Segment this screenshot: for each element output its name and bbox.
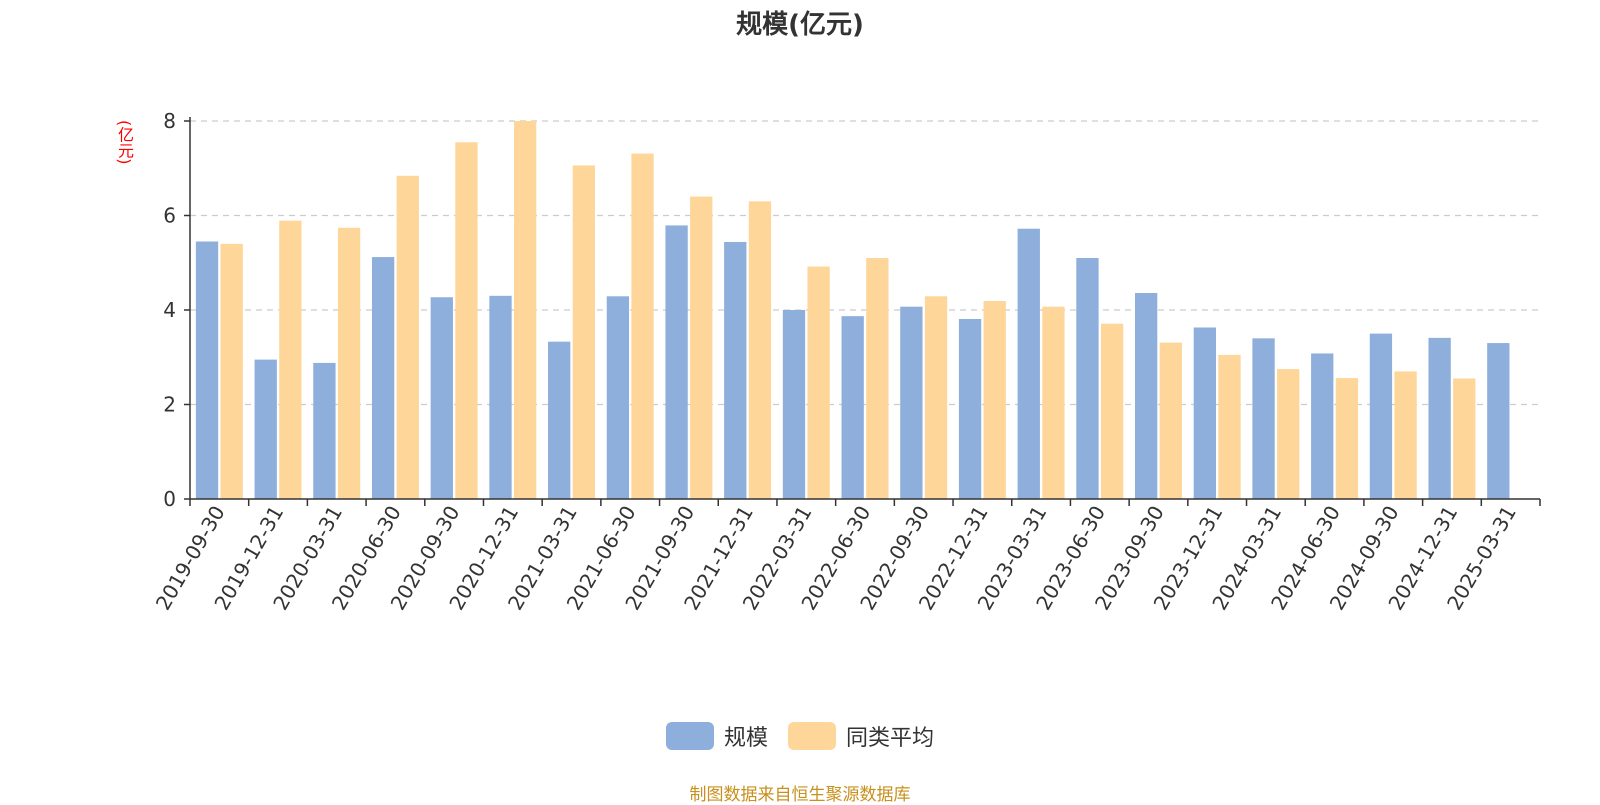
source-note: 制图数据来自恒生聚源数据库 xyxy=(689,785,911,805)
bar-peer-average[interactable] xyxy=(1218,354,1241,499)
bar-scale[interactable] xyxy=(841,316,864,499)
bar-scale[interactable] xyxy=(1017,228,1040,500)
y-tick-label: 4 xyxy=(163,298,176,322)
bar-peer-average[interactable] xyxy=(1394,371,1417,499)
chart-title: 规模(亿元) xyxy=(736,10,864,40)
y-axis-unit-label: (亿元) xyxy=(115,120,134,165)
bar-scale[interactable] xyxy=(1369,333,1393,499)
bar-peer-average[interactable] xyxy=(279,220,302,499)
bar-peer-average[interactable] xyxy=(1159,342,1182,499)
bar-scale[interactable] xyxy=(430,297,453,499)
bar-scale[interactable] xyxy=(665,225,688,500)
bars xyxy=(195,121,1510,500)
bar-scale[interactable] xyxy=(1135,292,1158,499)
bar-scale[interactable] xyxy=(313,362,336,499)
bar-scale[interactable] xyxy=(548,341,571,499)
legend-swatch-scale xyxy=(665,722,714,750)
y-tick-labels: 0 2 4 6 8 xyxy=(163,109,176,511)
bar-peer-average[interactable] xyxy=(748,201,772,499)
legend-label-peer-average: 同类平均 xyxy=(846,726,935,751)
bar-peer-average[interactable] xyxy=(1277,369,1300,499)
bar-peer-average[interactable] xyxy=(572,165,595,500)
bar-peer-average[interactable] xyxy=(1453,378,1476,499)
bar-peer-average[interactable] xyxy=(983,301,1006,499)
bar-peer-average[interactable] xyxy=(220,243,243,499)
y-tick-label: 2 xyxy=(163,393,176,417)
bar-scale[interactable] xyxy=(1487,343,1510,499)
y-tick-label: 8 xyxy=(163,109,176,133)
bar-scale[interactable] xyxy=(195,241,219,500)
bar-scale[interactable] xyxy=(371,257,395,499)
bar-scale[interactable] xyxy=(1252,338,1275,499)
bar-peer-average[interactable] xyxy=(631,153,654,500)
legend-item-scale[interactable]: 规模 xyxy=(665,720,768,752)
bar-peer-average[interactable] xyxy=(396,175,419,499)
bar-scale[interactable] xyxy=(1311,353,1334,499)
bar-scale[interactable] xyxy=(254,359,277,499)
bar-scale[interactable] xyxy=(1428,337,1451,499)
bar-peer-average[interactable] xyxy=(455,142,478,499)
bar-scale[interactable] xyxy=(782,310,806,499)
bar-scale[interactable] xyxy=(1193,327,1216,499)
legend-swatch-peer-average xyxy=(788,722,836,750)
bar-scale[interactable] xyxy=(958,318,982,499)
bar-peer-average[interactable] xyxy=(866,258,889,499)
bar-scale[interactable] xyxy=(724,241,747,499)
bar-peer-average[interactable] xyxy=(1335,378,1359,499)
x-tick-labels: 2019-09-302019-12-312020-03-312020-06-30… xyxy=(151,502,1521,615)
legend-item-peer-average[interactable]: 同类平均 xyxy=(788,720,934,752)
bar-peer-average[interactable] xyxy=(690,196,713,499)
bar-peer-average[interactable] xyxy=(1042,306,1065,499)
y-tick-label: 0 xyxy=(163,487,176,511)
bar-peer-average[interactable] xyxy=(514,121,537,499)
bar-peer-average[interactable] xyxy=(337,227,361,499)
bar-scale[interactable] xyxy=(489,295,512,499)
bar-scale[interactable] xyxy=(900,306,923,499)
bar-peer-average[interactable] xyxy=(807,266,830,499)
y-tick-label: 6 xyxy=(163,204,176,228)
axes xyxy=(184,117,1541,506)
bar-scale[interactable] xyxy=(1076,258,1099,499)
legend: 规模 同类平均 xyxy=(0,720,1600,752)
bar-scale[interactable] xyxy=(606,296,630,499)
legend-label-scale: 规模 xyxy=(723,726,768,751)
bar-peer-average[interactable] xyxy=(1100,323,1124,499)
bar-peer-average[interactable] xyxy=(924,296,948,499)
